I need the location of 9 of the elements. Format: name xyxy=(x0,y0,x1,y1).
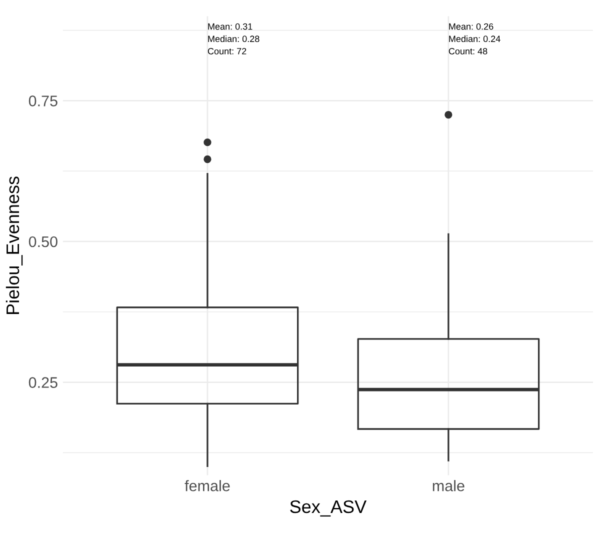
x-axis-title: Sex_ASV xyxy=(290,500,367,517)
x-tick-label: female xyxy=(184,480,230,492)
annotation: Mean: 0.31 Median: 0.28 Count: 72 xyxy=(208,23,260,54)
y-tick-label: 0.75 xyxy=(28,96,58,106)
y-tick-label: 0.50 xyxy=(28,236,58,248)
y-tick-label: 0.25 xyxy=(28,377,58,388)
annotation: Mean: 0.26 Median: 0.24 Count: 48 xyxy=(448,23,500,54)
x-tick-label: male xyxy=(432,480,464,492)
y-axis-title: Pielou_Evenness xyxy=(6,176,23,314)
